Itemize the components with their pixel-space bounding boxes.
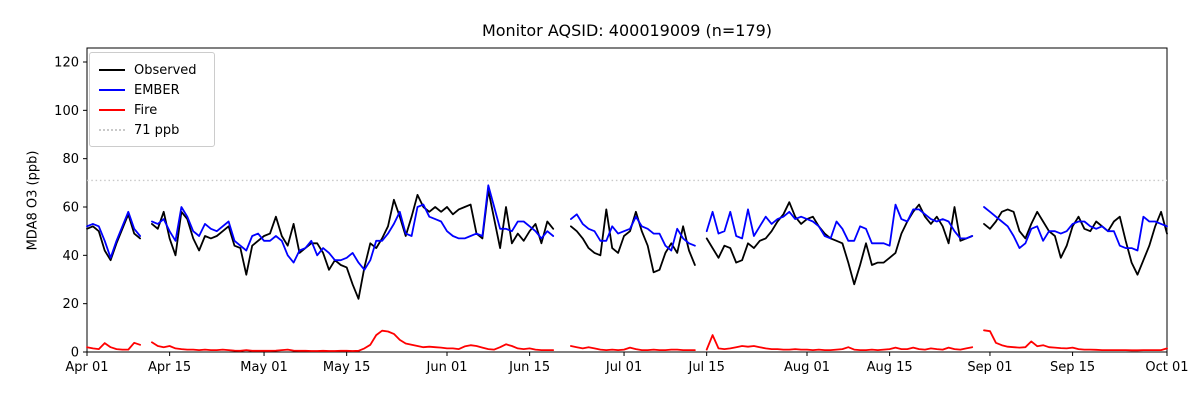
legend-label: Observed	[134, 62, 197, 78]
x-tick-label: Apr 15	[148, 360, 191, 375]
x-tick-label: Sep 01	[967, 360, 1012, 375]
x-tick-label: Jun 15	[508, 360, 550, 375]
x-tick-label: Jun 01	[426, 360, 468, 375]
fire-line-sample	[99, 109, 125, 111]
x-tick-label: Sep 15	[1050, 360, 1095, 375]
y-tick-label: 120	[54, 56, 79, 71]
threshold-line-sample	[99, 129, 125, 131]
x-tick-label: Jul 01	[605, 360, 642, 375]
x-tick-label: May 01	[240, 360, 288, 375]
y-tick-label: 0	[71, 346, 79, 361]
legend-item-71ppb: 71 ppb	[99, 120, 205, 140]
observed-line-sample	[99, 69, 125, 71]
x-tick-label: Apr 01	[65, 360, 108, 375]
legend-label: EMBER	[134, 82, 180, 98]
y-tick-label: 40	[62, 249, 79, 264]
series-line-fire	[86, 329, 1168, 352]
legend-label: 71 ppb	[134, 122, 180, 138]
x-tick-label: Oct 01	[1145, 360, 1188, 375]
ember-line-sample	[99, 89, 125, 91]
legend-item-ember: EMBER	[99, 80, 205, 100]
x-tick-label: Aug 01	[784, 360, 830, 375]
axes-frame	[86, 47, 1168, 353]
series-line-ember	[86, 184, 1168, 271]
x-tick-label: May 15	[323, 360, 371, 375]
x-tick-label: Aug 15	[867, 360, 913, 375]
legend-item-observed: Observed	[99, 60, 205, 80]
x-tick-label: Jul 15	[687, 360, 724, 375]
legend: Observed EMBER Fire 71 ppb	[89, 52, 215, 147]
y-tick-label: 100	[54, 104, 79, 119]
legend-label: Fire	[134, 102, 158, 118]
y-tick-label: 20	[62, 297, 79, 312]
chart-title: Monitor AQSID: 400019009 (n=179)	[481, 21, 773, 40]
y-tick-label: 80	[62, 152, 79, 167]
y-tick-label: 60	[62, 201, 79, 216]
legend-item-fire: Fire	[99, 100, 205, 120]
y-axis-label: MDA8 O3 (ppb)	[25, 150, 41, 251]
